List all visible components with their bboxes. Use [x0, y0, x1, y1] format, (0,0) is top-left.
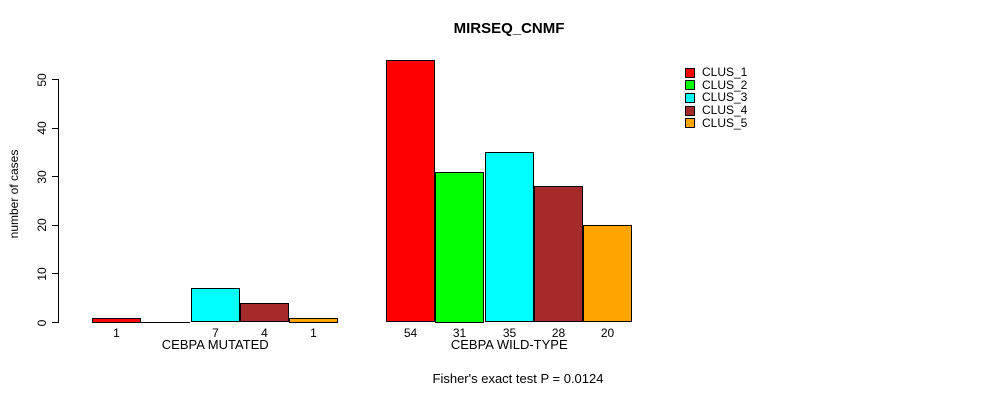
legend-item-clus_4: CLUS_4 — [685, 103, 748, 118]
bar-value-label: 1 — [310, 326, 317, 340]
category-label: CEBPA MUTATED — [161, 337, 269, 352]
legend-label: CLUS_1 — [702, 65, 748, 79]
y-axis-tick-label: 40 — [35, 121, 49, 135]
bar-clus_1-1 — [92, 317, 141, 323]
bar-value-label: 28 — [551, 326, 566, 340]
bar-value-label: 20 — [600, 326, 615, 340]
y-axis-tick — [52, 322, 58, 323]
legend-swatch-clus_2 — [685, 80, 695, 91]
y-axis-tick — [52, 127, 58, 129]
y-axis-label: number of cases — [7, 149, 21, 239]
bar-clus_1-2 — [386, 60, 435, 323]
y-axis-tick — [52, 273, 58, 275]
y-axis-tick — [52, 79, 58, 80]
bar-value-label: 35 — [502, 326, 517, 340]
legend-swatch-clus_4 — [685, 105, 695, 116]
y-axis-tick-label: 30 — [35, 170, 49, 184]
bar-clus_3-2 — [485, 152, 534, 323]
stat-test-caption: Fisher's exact test P = 0.0124 — [432, 371, 604, 386]
y-axis-tick — [52, 176, 58, 178]
legend-label: CLUS_4 — [702, 103, 748, 118]
legend-label: CLUS_5 — [702, 115, 748, 130]
legend-label: CLUS_3 — [702, 90, 748, 105]
bar-value-label: 4 — [261, 326, 268, 340]
legend-label: CLUS_2 — [702, 77, 748, 92]
bar-clus_5-1 — [289, 317, 338, 323]
chart-title: MIRSEQ_CNMF — [453, 20, 565, 37]
y-axis-tick-label: 10 — [35, 267, 49, 281]
bar-value-label: 7 — [212, 326, 219, 340]
category-label: CEBPA WILD-TYPE — [450, 337, 568, 352]
legend-swatch-clus_1 — [685, 67, 695, 78]
bar-value-label: 1 — [113, 326, 120, 340]
legend-item-clus_3: CLUS_3 — [685, 90, 748, 105]
legend-swatch-clus_5 — [685, 118, 695, 129]
bar-clus_4-1 — [240, 303, 289, 323]
bar-clus_2-2 — [435, 171, 484, 323]
y-axis-tick — [52, 224, 58, 226]
bar-value-label: 31 — [452, 326, 467, 340]
bar-clus_2-1-zero — [141, 321, 190, 323]
y-axis-line — [58, 79, 59, 323]
y-axis-tick-label: 0 — [35, 319, 49, 326]
bar-value-label: 54 — [403, 326, 418, 340]
bar-clus_4-2 — [534, 186, 583, 323]
legend-swatch-clus_3 — [685, 92, 695, 103]
bar-clus_5-2 — [583, 225, 632, 323]
legend-item-clus_5: CLUS_5 — [685, 115, 748, 130]
legend-item-clus_1: CLUS_1 — [685, 65, 748, 79]
bar-clus_3-1 — [191, 288, 240, 323]
y-axis-tick-label: 20 — [35, 218, 49, 232]
y-axis-tick-label: 50 — [35, 72, 49, 87]
legend-item-clus_2: CLUS_2 — [685, 77, 748, 92]
